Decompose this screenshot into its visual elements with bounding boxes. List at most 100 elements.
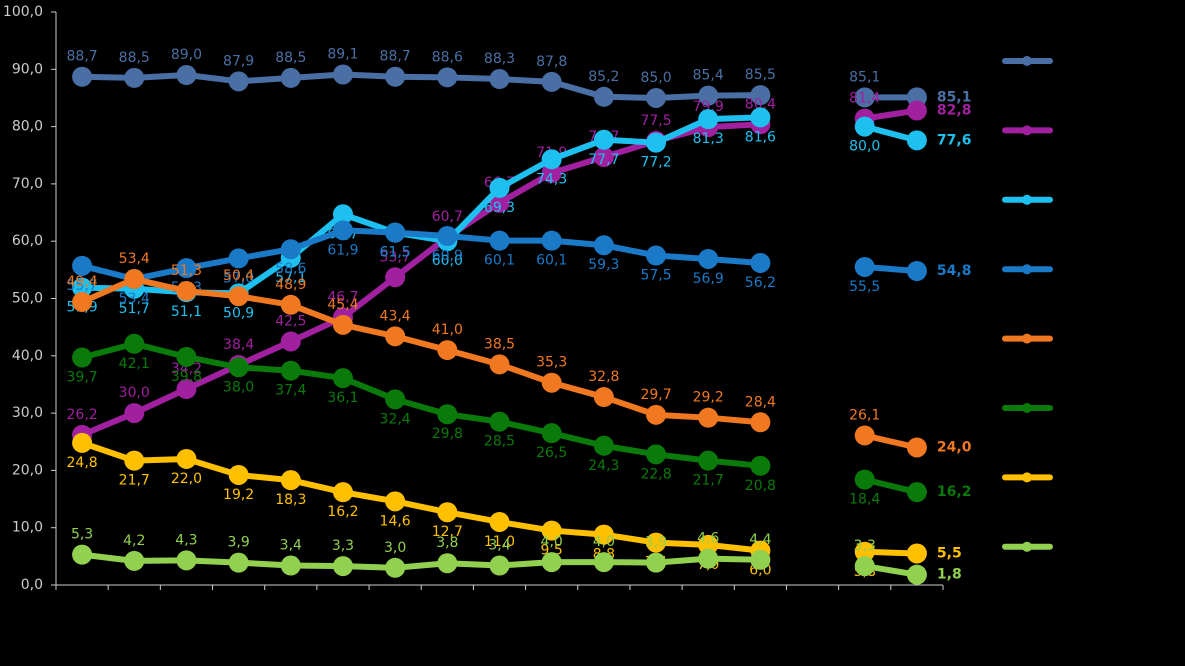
data-point [646, 444, 667, 465]
data-point [854, 116, 875, 137]
data-label: 21,7 [693, 473, 724, 489]
data-label: 3,8 [436, 535, 458, 551]
data-label: 57,5 [640, 268, 671, 284]
data-point [124, 333, 145, 354]
data-label: 45,4 [327, 297, 358, 313]
data-label: 38,0 [223, 379, 254, 395]
data-label: 54,8 [937, 263, 972, 279]
data-label: 60,1 [536, 253, 567, 269]
data-point [72, 347, 93, 368]
data-point [906, 564, 927, 585]
data-label: 88,5 [119, 50, 150, 66]
data-point [332, 482, 353, 503]
data-point [854, 87, 875, 108]
data-label: 32,4 [380, 411, 411, 427]
data-point [385, 222, 406, 243]
data-point [280, 67, 301, 88]
y-tick-label: 20,0 [12, 462, 43, 478]
data-point [124, 403, 145, 424]
data-point [176, 448, 197, 469]
y-tick-label: 80,0 [12, 119, 43, 135]
data-point [646, 552, 667, 573]
data-point [72, 544, 93, 565]
data-label: 39,8 [171, 369, 202, 385]
data-label: 50,4 [223, 268, 254, 284]
data-label: 4,6 [697, 531, 719, 547]
data-label: 74,3 [536, 171, 567, 187]
data-label: 59,3 [588, 257, 619, 273]
data-point [72, 432, 93, 453]
data-label: 57,0 [223, 270, 254, 286]
legend-marker [1022, 264, 1032, 275]
data-label: 1,8 [937, 567, 962, 583]
data-label: 53,7 [380, 249, 411, 265]
data-label: 85,0 [640, 70, 671, 86]
data-point [854, 541, 875, 562]
data-point [385, 326, 406, 347]
data-point [854, 556, 875, 577]
data-label: 56,2 [745, 275, 776, 291]
data-label: 77,7 [588, 152, 619, 168]
data-point [750, 85, 771, 106]
data-point [176, 65, 197, 86]
data-label: 3,4 [488, 538, 510, 554]
data-label: 5,3 [71, 527, 93, 543]
data-point [541, 552, 562, 573]
data-label: 81,3 [693, 131, 724, 147]
data-label: 58,6 [275, 261, 306, 277]
data-label: 38,4 [223, 337, 254, 353]
data-point [698, 534, 719, 555]
data-point [72, 255, 93, 276]
data-label: 20,8 [745, 478, 776, 494]
data-label: 19,2 [223, 487, 254, 503]
data-point [228, 552, 249, 573]
data-point [541, 372, 562, 393]
data-label: 81,4 [849, 91, 880, 107]
data-point [332, 204, 353, 225]
data-label: 88,7 [67, 49, 98, 65]
data-label: 4,0 [593, 534, 615, 550]
data-point [72, 291, 93, 312]
data-point [906, 543, 927, 564]
data-point [332, 314, 353, 335]
y-tick-label: 40,0 [12, 348, 43, 364]
data-point [646, 532, 667, 553]
data-label: 22,0 [171, 471, 202, 487]
data-label: 85,1 [937, 89, 972, 105]
y-tick-label: 10,0 [12, 520, 43, 536]
data-point [437, 553, 458, 574]
data-point [541, 71, 562, 92]
legend-marker [1022, 333, 1032, 344]
data-label: 55,5 [849, 279, 880, 295]
data-label: 39,7 [67, 370, 98, 386]
data-label: 29,2 [693, 390, 724, 406]
y-tick-label: 0,0 [21, 577, 43, 593]
data-point [72, 66, 93, 87]
data-label: 51,7 [119, 301, 150, 317]
data-label: 28,5 [484, 434, 515, 450]
data-point [332, 556, 353, 577]
data-point [437, 404, 458, 425]
data-point [541, 149, 562, 170]
data-point [489, 411, 510, 432]
data-label: 88,6 [432, 49, 463, 65]
data-point [228, 357, 249, 378]
data-point [124, 67, 145, 88]
data-point [646, 132, 667, 153]
data-label: 5,5 [937, 545, 962, 561]
data-point [593, 129, 614, 150]
data-label: 53,4 [119, 251, 150, 267]
data-label: 85,1 [849, 69, 880, 85]
data-label: 35,3 [536, 355, 567, 371]
data-point [176, 281, 197, 302]
data-label: 87,9 [223, 53, 254, 69]
data-label: 18,3 [275, 492, 306, 508]
data-point [437, 502, 458, 523]
data-point [332, 220, 353, 241]
data-label: 60,7 [432, 209, 463, 225]
data-label: 29,7 [640, 387, 671, 403]
data-label: 3,9 [227, 535, 249, 551]
data-point [906, 100, 927, 121]
data-point [385, 491, 406, 512]
y-tick-label: 90,0 [12, 61, 43, 77]
